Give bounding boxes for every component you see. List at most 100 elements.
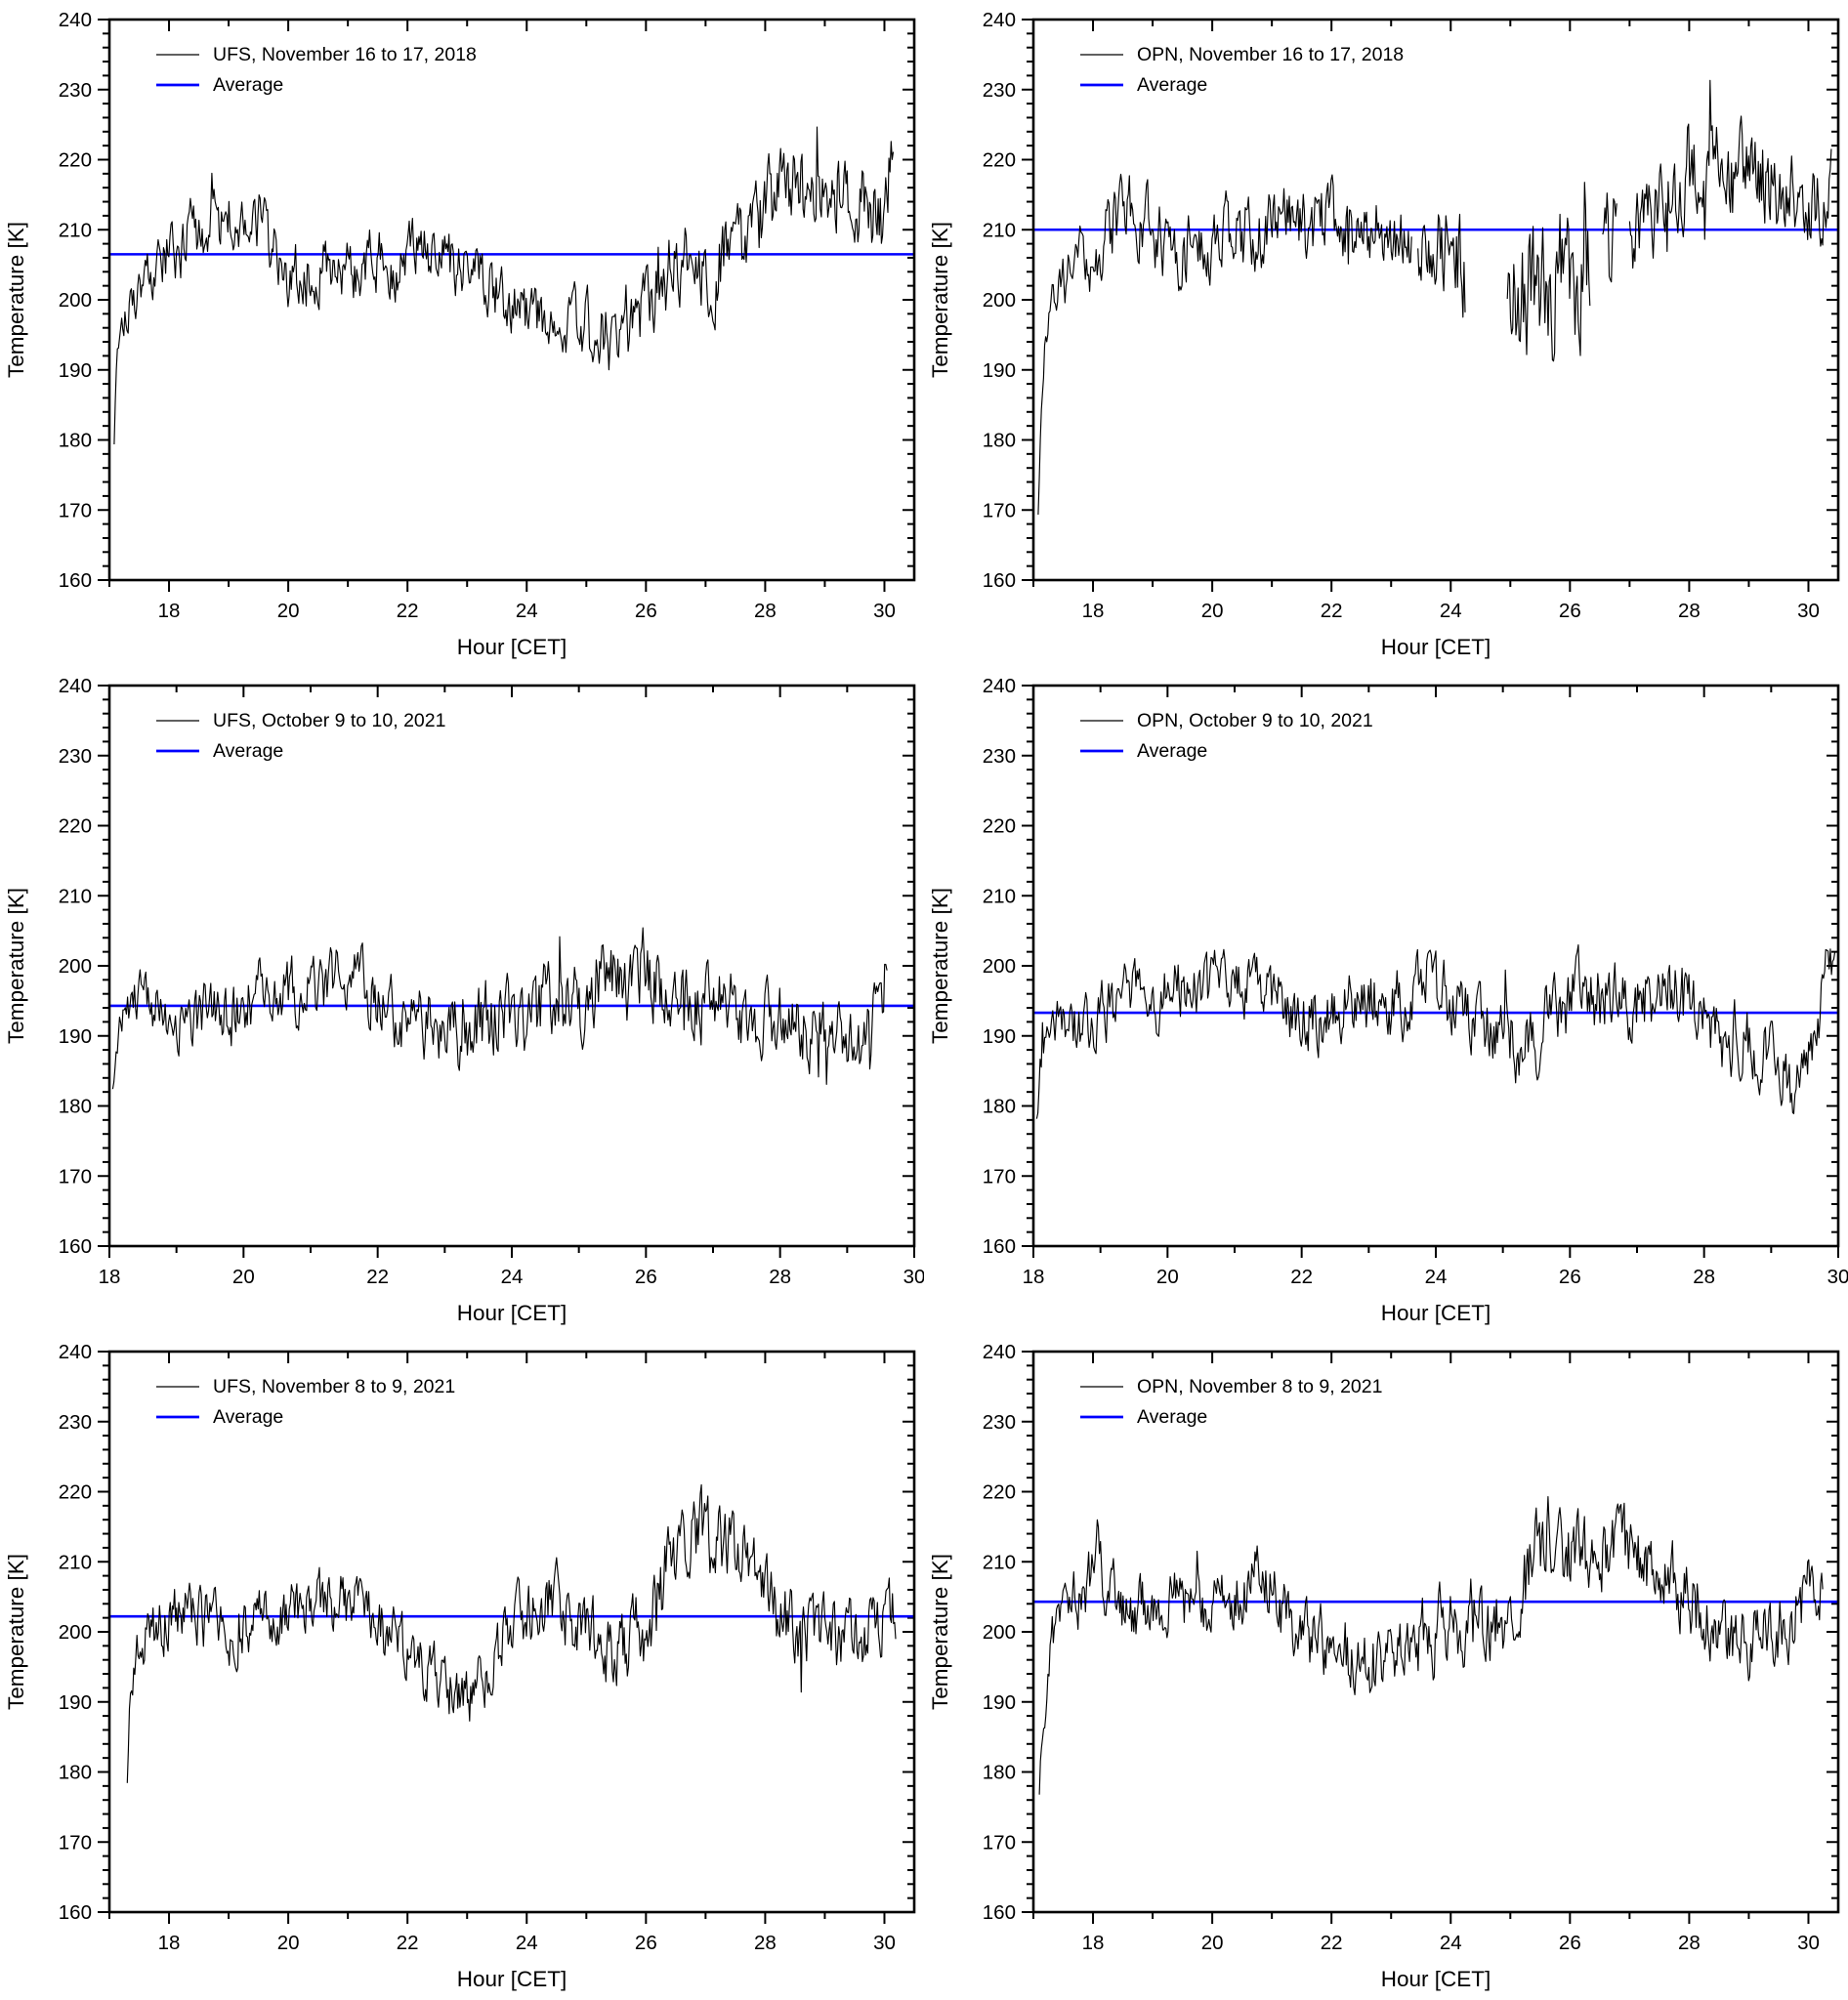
legend-average-label: Average: [213, 740, 283, 762]
x-tick-label: 20: [232, 1266, 255, 1288]
x-tick-label: 22: [1290, 1266, 1313, 1288]
x-tick-label: 26: [1559, 1266, 1581, 1288]
x-tick-label: 22: [1321, 1932, 1343, 1954]
x-tick-label: 28: [754, 1932, 777, 1954]
y-tick-label: 190: [59, 1025, 92, 1048]
plot-area: 160 170 180 190 200 210 220 230 240 18 20 22 24 26 28 3…: [928, 1341, 1840, 1991]
x-tick-label: 26: [635, 1266, 657, 1288]
y-tick-label: 190: [59, 1691, 92, 1714]
x-tick-label: 20: [277, 1932, 300, 1954]
y-tick-label: 160: [983, 1235, 1016, 1258]
y-tick-label: 180: [59, 430, 92, 452]
plot-area: 160 170 180 190 200 210 220 230 240 18 20 22 24 26 28 3…: [928, 675, 1848, 1325]
legend-series-label: UFS, November 8 to 9, 2021: [213, 1376, 455, 1397]
x-tick-label: 26: [635, 1932, 657, 1954]
y-tick-label: 230: [983, 79, 1016, 102]
y-axis-label: Temperature [K]: [4, 1554, 28, 1710]
y-tick-label: 220: [983, 149, 1016, 172]
y-tick-label: 210: [59, 219, 92, 241]
series-line-segment-3: [1602, 192, 1617, 283]
y-tick-label: 170: [59, 499, 92, 521]
y-axis-label: Temperature [K]: [4, 888, 28, 1044]
legend-series-label: OPN, October 9 to 10, 2021: [1137, 710, 1373, 731]
y-tick-label: 230: [983, 745, 1016, 768]
x-tick-label: 20: [1201, 600, 1224, 622]
x-tick-label: 22: [1321, 600, 1343, 622]
x-tick-label: 18: [1023, 1266, 1045, 1288]
x-axis-label: Hour [CET]: [1381, 635, 1491, 659]
series-line-segment-0: [113, 126, 895, 445]
y-tick-label: 220: [59, 815, 92, 838]
y-tick-label: 190: [59, 359, 92, 382]
y-tick-label: 220: [983, 815, 1016, 838]
plot-frame: [1031, 684, 1840, 1248]
y-tick-label: 160: [983, 1901, 1016, 1924]
y-tick-label: 230: [59, 1411, 92, 1434]
y-tick-label: 210: [59, 1551, 92, 1573]
y-tick-label: 190: [983, 1691, 1016, 1714]
chart-panel-ufs-nov-2021: 160 170 180 190 200 210 220 230 240 18 20 22 24 26 28 3…: [0, 1332, 924, 1998]
x-axis-label: Hour [CET]: [457, 1967, 567, 1991]
legend-average-label: Average: [213, 1406, 283, 1428]
y-tick-label: 160: [59, 569, 92, 592]
y-tick-label: 230: [983, 1411, 1016, 1434]
chart-panel-ufs-oct-2021: 160 170 180 190 200 210 220 230 240 18 20 22 24 26 28 3…: [0, 666, 924, 1332]
y-tick-label: 170: [983, 1831, 1016, 1854]
x-tick-label: 28: [754, 600, 777, 622]
y-tick-label: 170: [983, 499, 1016, 521]
legend-series-label: UFS, November 16 to 17, 2018: [213, 44, 477, 65]
x-tick-label: 18: [1082, 1932, 1105, 1954]
x-tick-label: 30: [1827, 1266, 1848, 1288]
x-tick-label: 24: [1425, 1266, 1448, 1288]
plot-frame: [107, 18, 916, 582]
y-tick-label: 240: [59, 1341, 92, 1363]
legend-average-label: Average: [1137, 740, 1207, 762]
y-tick-label: 180: [59, 1096, 92, 1118]
plot-frame: [107, 1350, 916, 1914]
x-tick-label: 22: [397, 1932, 419, 1954]
x-tick-label: 24: [1440, 1932, 1462, 1954]
y-tick-label: 160: [59, 1235, 92, 1258]
series-line-segment-0: [126, 1483, 897, 1783]
legend-average-label: Average: [1137, 1406, 1207, 1428]
x-tick-label: 20: [1201, 1932, 1224, 1954]
x-tick-label: 26: [635, 600, 657, 622]
x-tick-label: 30: [873, 1932, 896, 1954]
series-line-segment-0: [1038, 1496, 1824, 1795]
plot-frame: [1031, 1350, 1840, 1914]
x-tick-label: 28: [769, 1266, 791, 1288]
y-tick-label: 240: [59, 675, 92, 697]
plot-area: 160 170 180 190 200 210 220 230 240 18 20 22 24 26 28 3…: [4, 9, 916, 659]
y-tick-label: 170: [59, 1831, 92, 1854]
chart-panel-opn-oct-2021: 160 170 180 190 200 210 220 230 240 18 20 22 24 26 28 3…: [924, 666, 1848, 1332]
x-tick-label: 24: [516, 1932, 538, 1954]
x-tick-label: 18: [1082, 600, 1105, 622]
x-tick-label: 28: [1678, 1932, 1701, 1954]
y-tick-label: 240: [983, 1341, 1016, 1363]
chart-svg-opn-oct-2021: 160 170 180 190 200 210 220 230 240 18 20 22 24 26 28 3…: [928, 675, 1848, 1325]
y-tick-label: 240: [983, 9, 1016, 31]
y-tick-label: 200: [983, 955, 1016, 978]
x-tick-label: 24: [1440, 600, 1462, 622]
y-tick-label: 210: [59, 885, 92, 907]
legend-average-label: Average: [1137, 74, 1207, 96]
y-tick-label: 230: [59, 79, 92, 102]
chart-svg-opn-nov-2018: 160 170 180 190 200 210 220 230 240 18 20 22 24 26 28 3…: [928, 9, 1840, 659]
chart-svg-opn-nov-2021: 160 170 180 190 200 210 220 230 240 18 20 22 24 26 28 3…: [928, 1341, 1840, 1991]
y-axis-label: Temperature [K]: [928, 1554, 952, 1710]
y-tick-label: 180: [983, 1762, 1016, 1784]
y-tick-label: 190: [983, 359, 1016, 382]
series-line-segment-0: [1035, 944, 1836, 1119]
legend-series-label: UFS, October 9 to 10, 2021: [213, 710, 445, 731]
x-tick-label: 30: [873, 600, 896, 622]
x-tick-label: 22: [397, 600, 419, 622]
y-tick-label: 190: [983, 1025, 1016, 1048]
y-tick-label: 210: [983, 885, 1016, 907]
chart-svg-ufs-nov-2021: 160 170 180 190 200 210 220 230 240 18 20 22 24 26 28 3…: [4, 1341, 916, 1991]
y-tick-label: 200: [983, 1621, 1016, 1644]
x-tick-label: 30: [903, 1266, 924, 1288]
y-tick-label: 180: [59, 1762, 92, 1784]
y-axis-label: Temperature [K]: [928, 888, 952, 1044]
y-tick-label: 220: [59, 149, 92, 172]
